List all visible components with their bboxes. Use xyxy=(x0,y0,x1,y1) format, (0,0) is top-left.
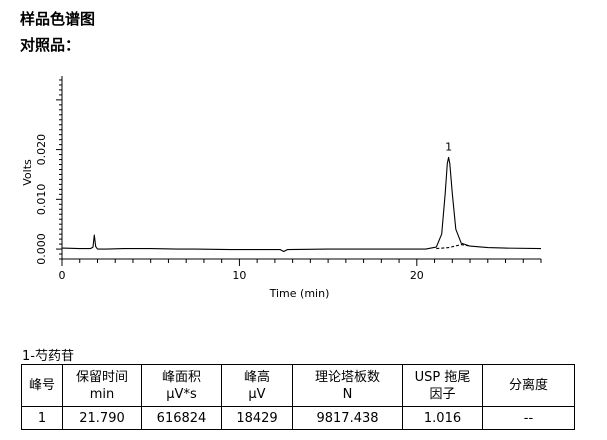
x-tick-label: 10 xyxy=(232,269,246,282)
y-axis-title: Volts xyxy=(21,159,34,186)
x-tick-label: 0 xyxy=(59,269,66,282)
baseline-dashed-line xyxy=(436,244,471,250)
cell-peak-number: 1 xyxy=(21,406,63,430)
x-axis-title: Time (min) xyxy=(269,287,330,300)
cell-usp-tailing: 1.016 xyxy=(402,406,483,430)
results-table: 峰号 保留时间 min 峰面积 µV*s 峰高 µV 理论塔板数 N USP 拖尾 因子 … xyxy=(21,364,575,430)
header-resolution: 分离度 xyxy=(482,364,575,407)
cell-peak-height: 18429 xyxy=(221,406,293,430)
header-peak-area: 峰面积 µV*s xyxy=(141,364,222,407)
header-theoretical-plates: 理论塔板数 N xyxy=(292,364,403,407)
table-row: 1 21.790 616824 18429 9817.438 1.016 -- xyxy=(21,406,575,430)
page-title: 样品色谱图 xyxy=(20,10,96,28)
header-peak-height: 峰高 µV xyxy=(221,364,293,407)
y-tick-label: 0.000 xyxy=(35,233,48,265)
y-tick-label: 0.010 xyxy=(35,184,48,216)
y-tick-label: 0.020 xyxy=(35,134,48,166)
chart-axes xyxy=(56,76,542,266)
cell-peak-area: 616824 xyxy=(141,406,222,430)
cell-retention-time: 21.790 xyxy=(62,406,142,430)
header-peak-number: 峰号 xyxy=(21,364,63,407)
cell-theoretical-plates: 9817.438 xyxy=(292,406,403,430)
cell-resolution: -- xyxy=(482,406,575,430)
chart-series xyxy=(61,156,542,253)
table-header-row: 峰号 保留时间 min 峰面积 µV*s 峰高 µV 理论塔板数 N USP 拖尾 因子 … xyxy=(21,364,575,407)
header-usp-tailing: USP 拖尾 因子 xyxy=(402,364,483,407)
chromatogram-trace xyxy=(61,156,542,253)
header-retention-time: 保留时间 min xyxy=(62,364,142,407)
reference-label: 对照品： xyxy=(20,36,81,54)
x-tick-label: 20 xyxy=(410,269,424,282)
compound-label: 1-芍药苷 xyxy=(22,349,74,364)
peak-label: 1 xyxy=(445,140,452,153)
